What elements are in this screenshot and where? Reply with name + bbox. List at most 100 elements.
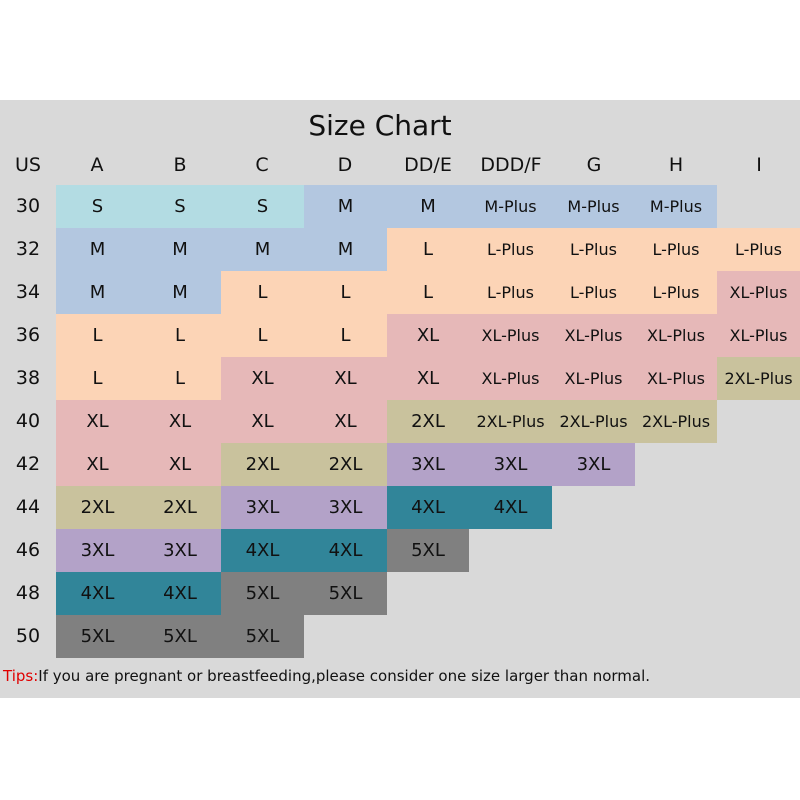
column-header: DDD/F <box>480 154 542 176</box>
row-label-us: 38 <box>15 367 41 389</box>
row-label-us: 50 <box>15 625 41 647</box>
size-cell: M <box>139 228 221 271</box>
size-cell: 3XL <box>56 529 139 572</box>
size-cell: M <box>304 228 387 271</box>
column-header: B <box>173 154 187 176</box>
size-cell: M-Plus <box>552 185 635 228</box>
size-cell: XL <box>139 443 221 486</box>
size-cell: L <box>139 314 221 357</box>
size-cell: M <box>56 271 139 314</box>
size-cell: L-Plus <box>635 228 717 271</box>
size-cell: 3XL <box>387 443 469 486</box>
size-cell: 5XL <box>56 615 139 658</box>
size-cell: XL <box>387 357 469 400</box>
size-cell: 2XL <box>139 486 221 529</box>
size-cell: XL <box>56 400 139 443</box>
size-cell: 5XL <box>221 572 304 615</box>
size-cell: 4XL <box>221 529 304 572</box>
row-label-us: 34 <box>15 281 41 303</box>
size-cell: S <box>221 185 304 228</box>
size-cell: M <box>56 228 139 271</box>
size-cell: XL-Plus <box>717 314 800 357</box>
row-label-us: 32 <box>15 238 41 260</box>
size-cell: M <box>304 185 387 228</box>
column-header: I <box>756 154 762 176</box>
size-cell: 2XL-Plus <box>469 400 552 443</box>
size-cell: XL-Plus <box>469 357 552 400</box>
size-cell: L <box>387 271 469 314</box>
size-cell: L <box>221 314 304 357</box>
row-label-us: 40 <box>15 410 41 432</box>
size-cell: 5XL <box>139 615 221 658</box>
size-cell: L-Plus <box>469 228 552 271</box>
size-cell: XL-Plus <box>717 271 800 314</box>
size-cell: L <box>56 357 139 400</box>
size-cell: 5XL <box>304 572 387 615</box>
size-cell: 2XL-Plus <box>552 400 635 443</box>
row-label-us: 46 <box>15 539 41 561</box>
size-cell: L <box>304 314 387 357</box>
size-cell: S <box>139 185 221 228</box>
size-cell: XL-Plus <box>635 357 717 400</box>
column-header: DD/E <box>404 154 452 176</box>
size-cell: XL <box>139 400 221 443</box>
size-cell: XL <box>56 443 139 486</box>
size-cell: XL <box>221 357 304 400</box>
column-header: A <box>90 154 104 176</box>
size-cell: 3XL <box>139 529 221 572</box>
size-cell: M <box>387 185 469 228</box>
column-header: G <box>586 154 602 176</box>
tips-text: If you are pregnant or breastfeeding,ple… <box>38 667 651 685</box>
size-cell: L <box>139 357 221 400</box>
tips-label: Tips: <box>3 667 39 685</box>
size-cell: L <box>387 228 469 271</box>
column-header: H <box>668 154 684 176</box>
size-cell: L <box>221 271 304 314</box>
size-cell: 2XL <box>387 400 469 443</box>
size-cell: XL <box>387 314 469 357</box>
size-cell: 5XL <box>221 615 304 658</box>
row-label-us: 44 <box>15 496 41 518</box>
row-label-us: 30 <box>15 195 41 217</box>
size-cell: 3XL <box>304 486 387 529</box>
size-cell: XL <box>304 400 387 443</box>
size-cell: XL-Plus <box>552 357 635 400</box>
size-cell: 2XL-Plus <box>635 400 717 443</box>
size-cell: 4XL <box>56 572 139 615</box>
size-cell: M <box>221 228 304 271</box>
row-label-us: 36 <box>15 324 41 346</box>
size-cell: L-Plus <box>717 228 800 271</box>
row-label-us: 42 <box>15 453 41 475</box>
column-header: C <box>255 154 269 176</box>
size-cell: M <box>139 271 221 314</box>
size-cell: 2XL-Plus <box>717 357 800 400</box>
size-cell: M-Plus <box>469 185 552 228</box>
size-cell: XL-Plus <box>635 314 717 357</box>
size-cell: 3XL <box>469 443 552 486</box>
size-cell: S <box>56 185 139 228</box>
size-cell: L <box>56 314 139 357</box>
column-header: US <box>15 154 41 176</box>
column-header: D <box>337 154 353 176</box>
size-cell: M-Plus <box>635 185 717 228</box>
size-cell: L-Plus <box>552 228 635 271</box>
size-cell: L-Plus <box>552 271 635 314</box>
size-cell: L-Plus <box>469 271 552 314</box>
size-cell: 4XL <box>387 486 469 529</box>
size-cell: L-Plus <box>635 271 717 314</box>
size-cell: XL-Plus <box>469 314 552 357</box>
size-cell: 3XL <box>552 443 635 486</box>
size-cell: XL <box>221 400 304 443</box>
size-cell: 4XL <box>139 572 221 615</box>
size-cell: L <box>304 271 387 314</box>
chart-title: Size Chart <box>308 109 452 142</box>
size-cell: 2XL <box>221 443 304 486</box>
size-cell: XL-Plus <box>552 314 635 357</box>
size-cell: 2XL <box>56 486 139 529</box>
tips-note: Tips:If you are pregnant or breastfeedin… <box>3 667 650 685</box>
size-cell: 2XL <box>304 443 387 486</box>
size-cell: 4XL <box>469 486 552 529</box>
size-cell: 5XL <box>387 529 469 572</box>
size-cell: 3XL <box>221 486 304 529</box>
size-cell: XL <box>304 357 387 400</box>
